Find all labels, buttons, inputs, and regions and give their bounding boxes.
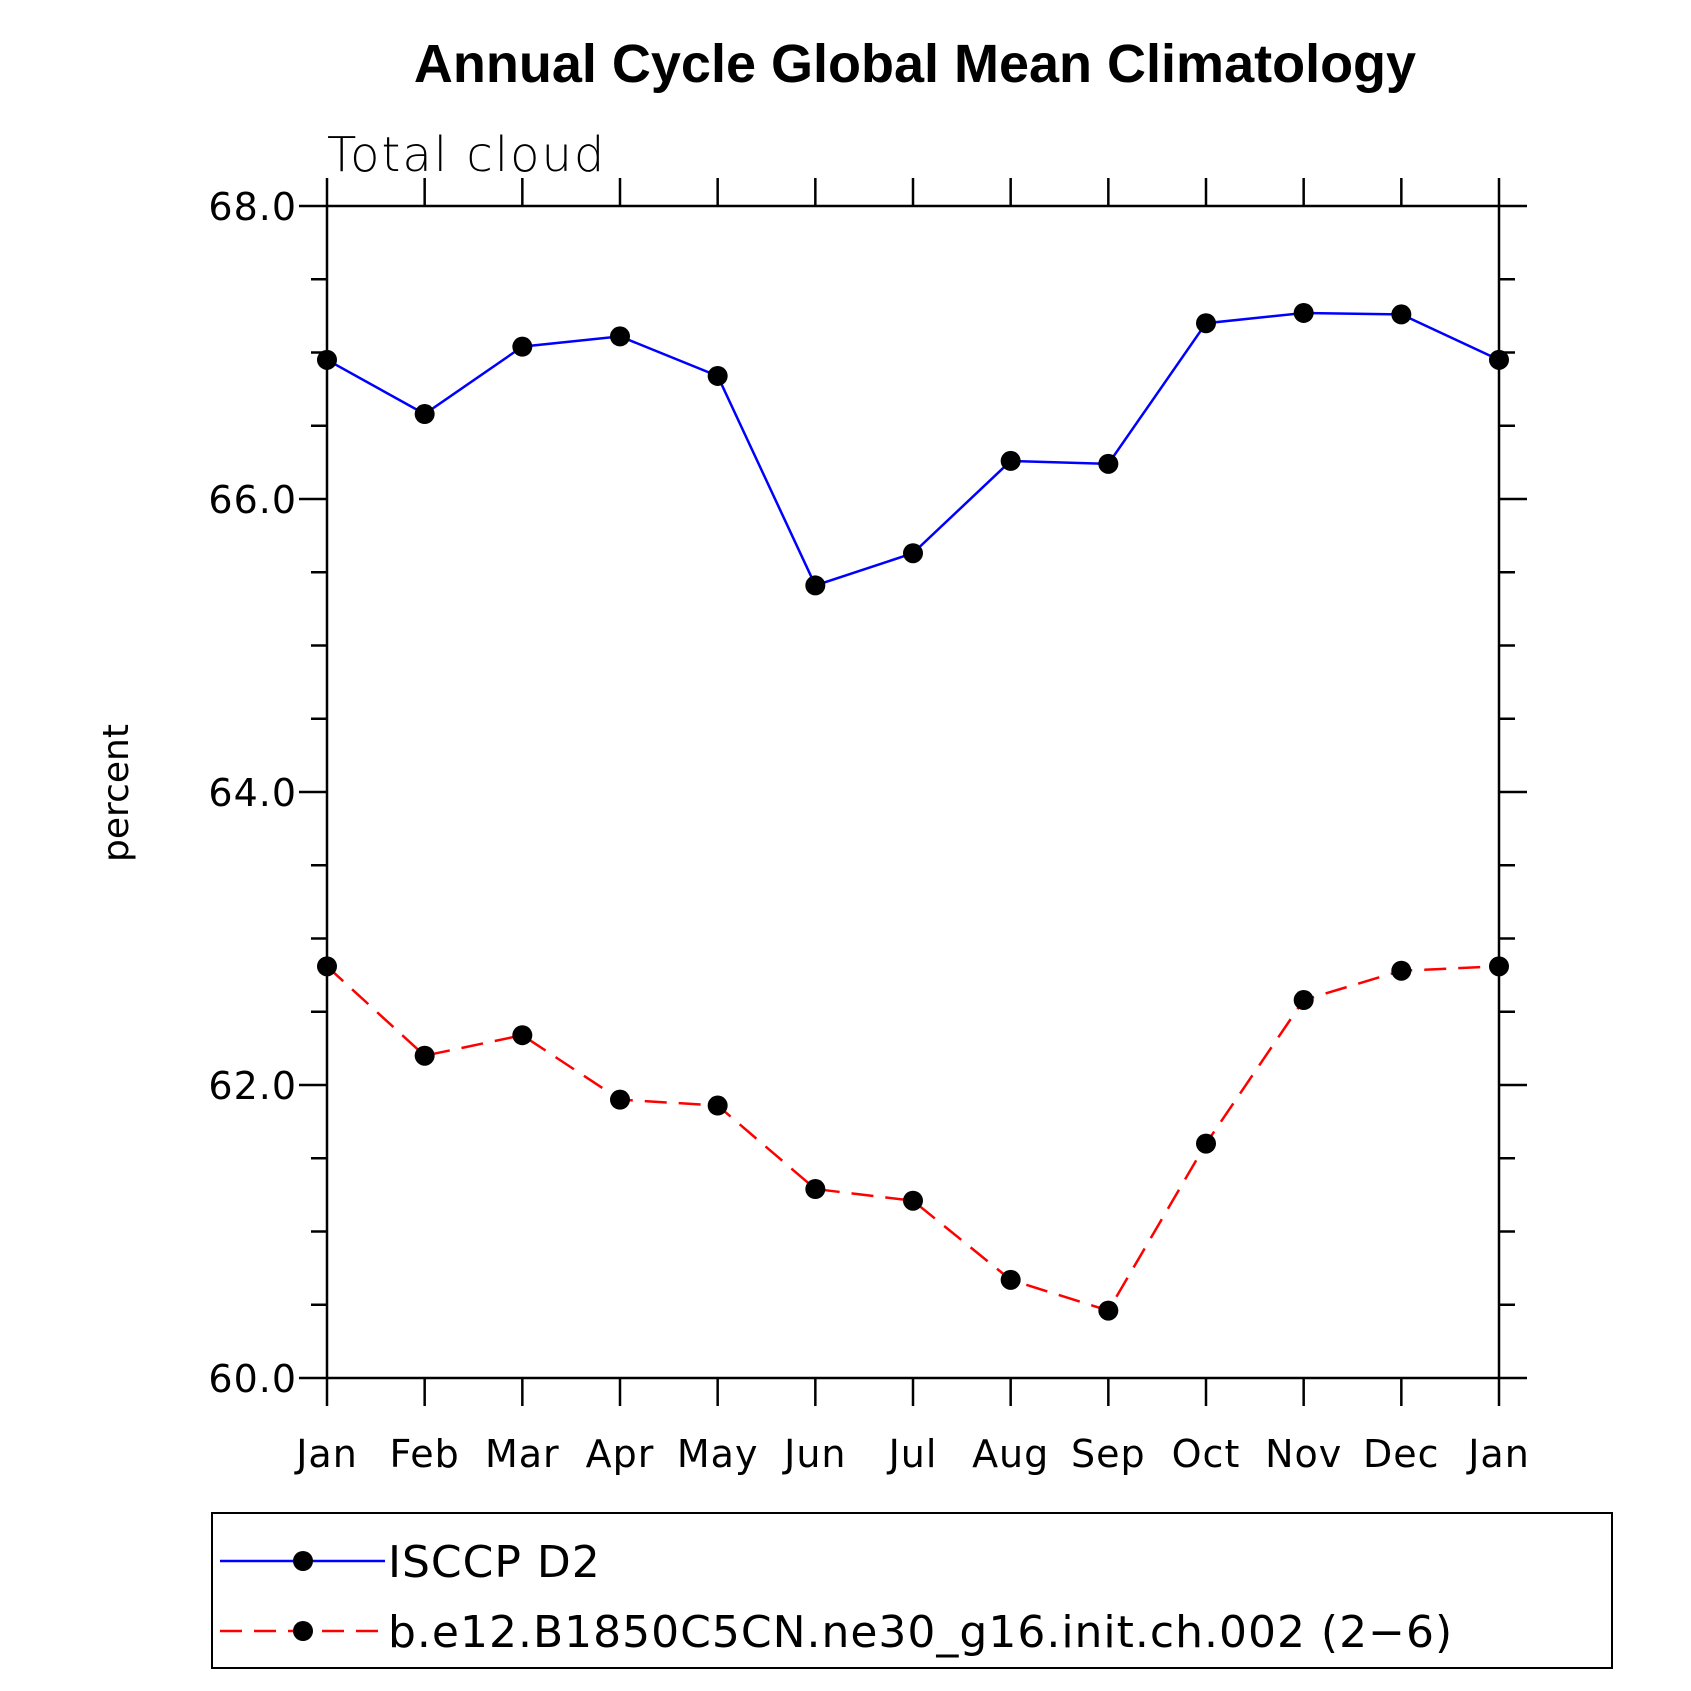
data-point	[707, 365, 728, 386]
x-tick-label: Jun	[782, 1432, 846, 1476]
y-tick-label: 64.0	[208, 771, 297, 815]
x-tick-label: Nov	[1265, 1432, 1342, 1476]
data-point	[903, 1190, 923, 1211]
data-point	[1098, 1300, 1119, 1321]
x-tick-label: Mar	[485, 1432, 560, 1476]
data-point	[610, 1089, 630, 1110]
series-markers	[317, 302, 1509, 1321]
x-tick-label: May	[677, 1432, 759, 1476]
x-tick-label: Sep	[1071, 1432, 1146, 1476]
y-tick-labels: 60.0 62.0 64.0 66.0 68.0	[208, 185, 297, 1401]
data-point	[1293, 302, 1314, 323]
data-point	[1489, 956, 1509, 977]
data-point	[610, 326, 630, 347]
data-point	[805, 575, 826, 596]
chart-title: Annual Cycle Global Mean Climatology	[414, 34, 1416, 94]
data-point	[1196, 313, 1216, 334]
y-tick-label: 60.0	[208, 1357, 297, 1401]
data-point	[317, 349, 337, 370]
data-point	[1391, 960, 1412, 981]
legend-marker-2	[293, 1621, 313, 1641]
data-point	[903, 543, 923, 564]
data-point	[805, 1179, 826, 1200]
data-point	[1196, 1133, 1216, 1154]
series-lines	[326, 311, 1500, 1313]
data-point	[414, 1045, 435, 1066]
axis-ticks	[299, 178, 1527, 1406]
data-point	[707, 1095, 728, 1116]
legend-label-1: ISCCP D2	[388, 1537, 601, 1588]
y-axis-label: percent	[96, 724, 137, 862]
legend-marker-1	[293, 1551, 313, 1571]
data-point	[512, 336, 533, 357]
legend: ISCCP D2 b.e12.B1850C5CN.ne30_g16.init.ch…	[220, 1537, 1453, 1658]
data-point	[1293, 990, 1314, 1011]
x-tick-labels: Jan Feb Mar Apr May Jun Jul Aug Sep Oct Nov Dec Jan	[294, 1432, 1530, 1476]
data-point	[512, 1025, 533, 1046]
data-point	[1000, 450, 1021, 471]
x-tick-label: Oct	[1172, 1432, 1241, 1476]
data-point	[414, 404, 435, 425]
data-point	[317, 956, 337, 977]
data-point	[1098, 453, 1119, 474]
legend-label-2: b.e12.B1850C5CN.ne30_g16.init.ch.002 (2−…	[388, 1607, 1453, 1658]
data-point	[1000, 1269, 1021, 1290]
y-tick-label: 66.0	[208, 478, 297, 522]
x-tick-label: Dec	[1363, 1432, 1440, 1476]
series-line-2	[326, 965, 1500, 1313]
x-tick-label: Jan	[1466, 1432, 1530, 1476]
y-tick-label: 62.0	[208, 1064, 297, 1108]
x-tick-label: Aug	[972, 1432, 1049, 1476]
x-tick-label: Jul	[887, 1432, 938, 1476]
y-tick-label: 68.0	[208, 185, 297, 229]
x-tick-label: Jan	[294, 1432, 358, 1476]
x-tick-label: Feb	[390, 1432, 460, 1476]
legend-box	[211, 1512, 1613, 1669]
chart-subtitle: Total cloud	[327, 127, 606, 183]
x-tick-label: Apr	[586, 1432, 655, 1476]
data-point	[1489, 349, 1509, 370]
data-point	[1391, 304, 1412, 325]
